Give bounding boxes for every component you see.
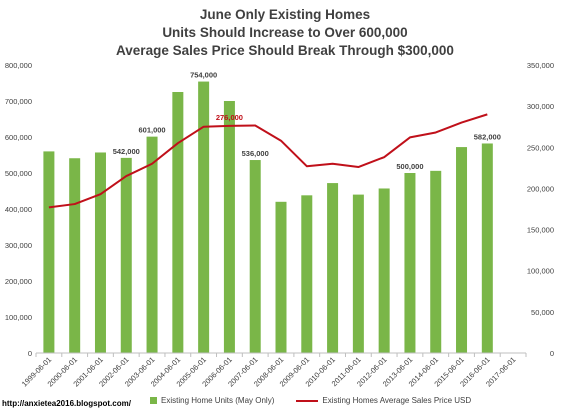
bar-data-label: 754,000 bbox=[190, 71, 217, 80]
bar bbox=[456, 147, 468, 353]
bar bbox=[404, 173, 416, 353]
bar bbox=[481, 143, 493, 353]
line-data-label: 276,000 bbox=[216, 113, 243, 122]
legend-label-price: Existing Homes Average Sales Price USD bbox=[322, 396, 472, 405]
bar-series bbox=[43, 81, 493, 353]
bar-data-label: 582,000 bbox=[474, 132, 501, 141]
left-tick-label: 400,000 bbox=[5, 205, 32, 214]
bar-data-label: 536,000 bbox=[242, 149, 269, 158]
line-series bbox=[48, 113, 488, 209]
left-tick-label: 200,000 bbox=[5, 277, 32, 286]
left-tick-label: 100,000 bbox=[5, 313, 32, 322]
legend-item-units: Existing Home Units (May Only) bbox=[150, 396, 274, 405]
bar-data-label: 542,000 bbox=[113, 147, 140, 156]
bar bbox=[146, 136, 158, 353]
x-axis: 1999-06-012000-06-012001-06-012002-06-01… bbox=[20, 352, 527, 389]
bar bbox=[249, 160, 261, 353]
bar bbox=[301, 195, 313, 353]
right-tick-label: 200,000 bbox=[527, 184, 554, 193]
legend-swatch-price bbox=[296, 399, 319, 402]
bar bbox=[352, 194, 364, 353]
chart-title-line-3: Average Sales Price Should Break Through… bbox=[116, 43, 454, 58]
left-tick-label: 300,000 bbox=[5, 241, 32, 250]
right-tick-label: 300,000 bbox=[527, 102, 554, 111]
bar bbox=[198, 81, 210, 353]
bar bbox=[172, 92, 184, 353]
right-tick-label: 150,000 bbox=[527, 226, 554, 235]
legend-item-price: Existing Homes Average Sales Price USD bbox=[296, 396, 471, 405]
right-tick-label: 100,000 bbox=[527, 267, 554, 276]
bar bbox=[69, 158, 81, 353]
bar bbox=[327, 183, 339, 353]
bar bbox=[275, 201, 287, 353]
chart-title: June Only Existing Homes Units Should In… bbox=[0, 6, 570, 60]
bar bbox=[430, 170, 442, 353]
bar bbox=[378, 188, 390, 353]
bar-data-label: 500,000 bbox=[396, 162, 423, 171]
legend: Existing Home Units (May Only) Existing … bbox=[150, 396, 493, 405]
data-labels: 542,000 601,000 754,000 536,000 500,000 582,0… bbox=[113, 71, 501, 171]
right-tick-label: 0 bbox=[550, 349, 554, 358]
left-tick-label: 500,000 bbox=[5, 169, 32, 178]
chart-title-line-2: Units Should Increase to Over 600,000 bbox=[162, 25, 408, 40]
legend-swatch-units bbox=[150, 397, 157, 404]
bar-data-label: 601,000 bbox=[138, 126, 165, 135]
right-tick-label: 250,000 bbox=[527, 143, 554, 152]
left-tick-label: 800,000 bbox=[5, 61, 32, 70]
left-tick-label: 700,000 bbox=[5, 97, 32, 106]
credit-link[interactable]: http://anxietea2016.blogspot.com/ bbox=[2, 399, 131, 408]
right-tick-label: 50,000 bbox=[531, 308, 554, 317]
left-y-axis: 0 100,000 200,000 300,000 400,000 500,000 600,… bbox=[5, 61, 32, 358]
right-y-axis: 0 50,000 100,000 150,000 200,000 250,000 300,0… bbox=[527, 61, 554, 358]
left-tick-label: 600,000 bbox=[5, 133, 32, 142]
right-tick-label: 350,000 bbox=[527, 61, 554, 70]
bar bbox=[43, 151, 55, 353]
legend-label-units: Existing Home Units (May Only) bbox=[161, 396, 275, 405]
bar bbox=[223, 101, 235, 353]
bar bbox=[120, 157, 132, 353]
bar bbox=[94, 152, 106, 353]
chart-title-line-1: June Only Existing Homes bbox=[199, 7, 371, 22]
left-tick-label: 0 bbox=[28, 349, 32, 358]
price-line bbox=[48, 113, 488, 209]
